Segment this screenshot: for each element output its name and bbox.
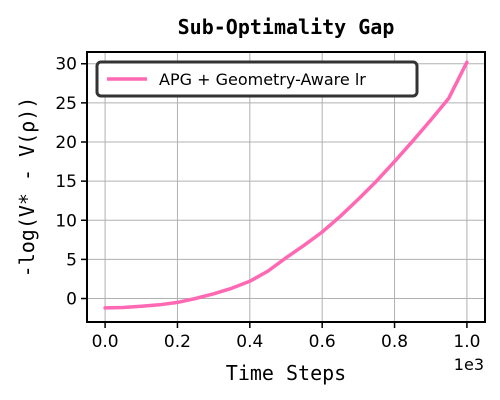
series-line xyxy=(103,60,469,310)
series-layer xyxy=(103,60,469,310)
y-tick-label: 10 xyxy=(55,211,77,231)
y-tick-label: 25 xyxy=(55,94,77,114)
x-tick-label: 0.0 xyxy=(92,332,119,352)
x-tick-label: 0.4 xyxy=(236,332,263,352)
chart-title: Sub-Optimality Gap xyxy=(178,15,395,39)
y-tick-label: 5 xyxy=(66,250,77,270)
y-axis-label: -log(V* - V(ρ)) xyxy=(15,97,39,278)
legend: APG + Geometry-Aware lr xyxy=(95,60,419,98)
plot-frame xyxy=(86,51,486,323)
x-tick-label: 1.0 xyxy=(453,332,480,352)
y-tick-label: 20 xyxy=(55,133,77,153)
x-tick-label: 0.2 xyxy=(164,332,191,352)
x-axis-label: Time Steps xyxy=(226,361,346,385)
x-tick-label: 0.6 xyxy=(309,332,336,352)
x-tick-label: 0.8 xyxy=(381,332,408,352)
y-tick-label: 0 xyxy=(66,290,77,310)
y-axis: 0 5 10 15 20 25 30 xyxy=(55,55,87,310)
x-offset-label: 1e3 xyxy=(454,355,484,374)
x-axis: 0.0 0.2 0.4 0.6 0.8 1.0 xyxy=(92,322,480,352)
legend-box xyxy=(95,60,419,98)
y-tick-label: 30 xyxy=(55,55,77,75)
y-tick-label: 15 xyxy=(55,172,77,192)
legend-label: APG + Geometry-Aware lr xyxy=(159,70,366,89)
